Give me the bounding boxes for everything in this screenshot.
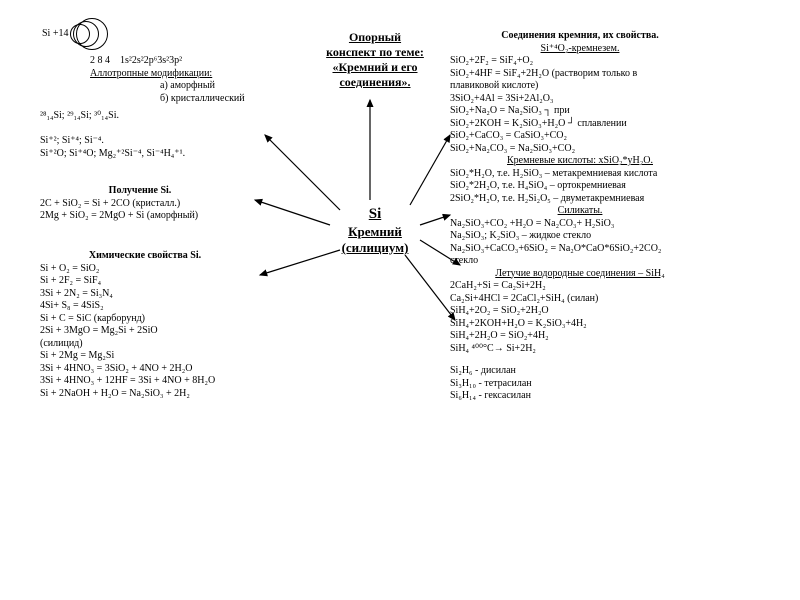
- center-node: Si Кремний (силициум): [330, 205, 420, 256]
- ion-states: Si⁺²; Si⁺⁴; Si⁻⁴. Si⁺²O; Si⁺⁴O; Mg₂⁺²Si⁻…: [40, 135, 185, 160]
- atom-label: Si +14: [42, 28, 68, 41]
- electron-config: 2 8 4 1s²2s²2p⁶3s²3p² Аллотропные модифи…: [90, 55, 245, 105]
- shell-3: [76, 18, 108, 50]
- preparation: Получение Si. 2C + SiO₂ = Si + 2CO (крис…: [40, 185, 240, 223]
- chem-properties: Химические свойства Si. Si + O₂ = SiO₂ S…: [40, 250, 250, 400]
- isotopes: ²⁸₁₄Si; ²⁹₁₄Si; ³⁰₁₄Si.: [40, 110, 119, 123]
- compounds: Соединения кремния, их свойства. Si⁺⁴O₂-…: [450, 30, 710, 403]
- page-title: Опорный конспект по теме: «Кремний и его…: [300, 30, 450, 90]
- sheet: { "atom": {"label":"Si +14","shells":"2 …: [0, 0, 800, 600]
